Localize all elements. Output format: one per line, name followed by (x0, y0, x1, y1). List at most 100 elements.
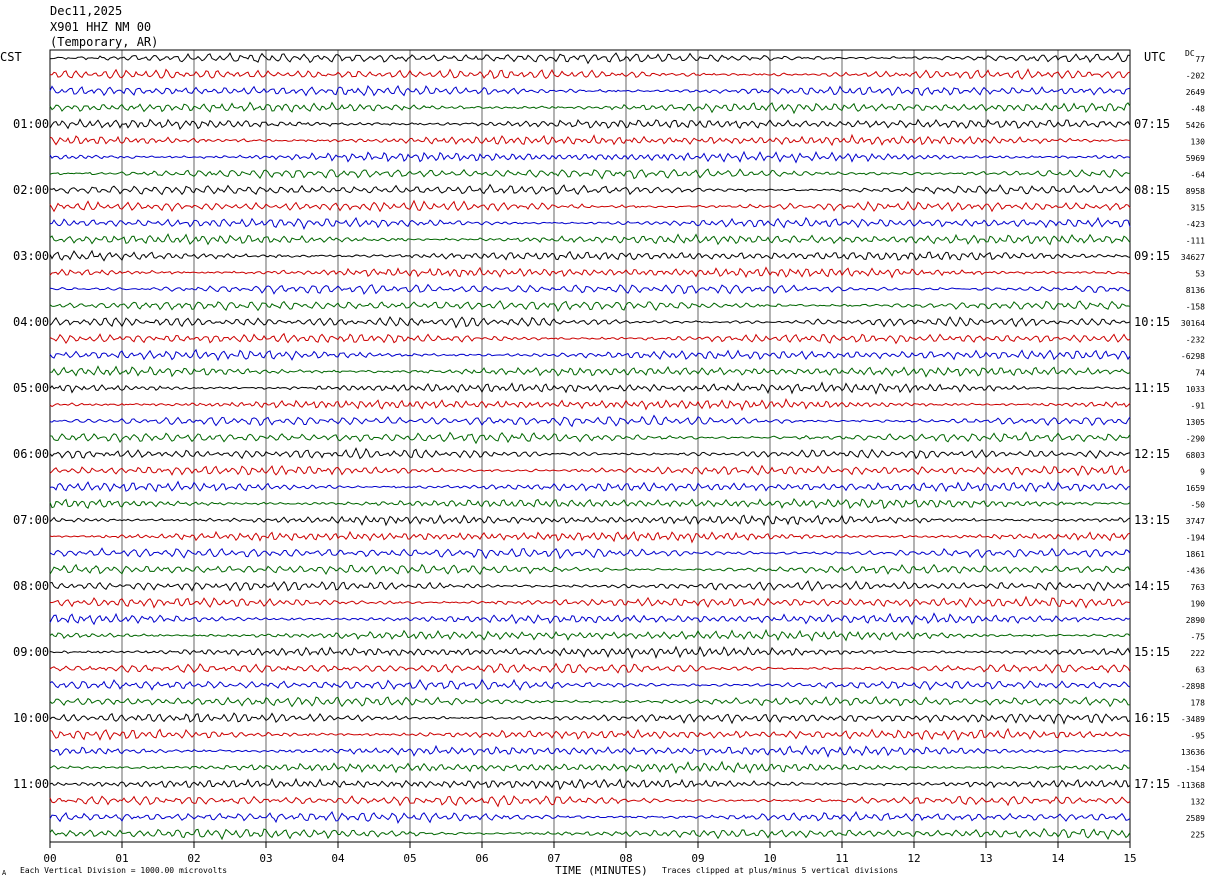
trace-2 (49, 68, 1131, 80)
trace-14 (49, 266, 1131, 279)
x-tick-label: 09 (691, 852, 704, 865)
utc-hour-label: 12:15 (1134, 447, 1170, 461)
trace-9 (49, 183, 1131, 196)
right-hour-labels: 07:15 08:15 09:15 10:15 11:15 12:15 13:15 14:15… (1134, 117, 1170, 791)
dc-offset-label: -436 (1186, 567, 1205, 576)
trace-23 (49, 414, 1131, 428)
x-tick-label: 08 (619, 852, 632, 865)
cst-hour-label: 10:00 (13, 711, 49, 725)
dc-offset-label: 13636 (1181, 748, 1205, 757)
trace-10 (49, 199, 1131, 213)
dc-offset-label: 2589 (1186, 814, 1205, 823)
trace-7 (49, 150, 1131, 164)
dc-offset-labels: 77 -202 2649 -48 5426 130 5969 -64 8958 315 -423 -1… (1176, 55, 1205, 840)
trace-group (49, 51, 1131, 841)
right-axis-label: UTC (1144, 50, 1166, 64)
cst-hour-label: 02:00 (13, 183, 49, 197)
header-location: (Temporary, AR) (50, 35, 159, 49)
x-axis-ticks: 00 01 02 03 04 05 06 07 08 09 10 11 12 13 14 15 (43, 842, 1137, 865)
x-tick-label: 05 (403, 852, 416, 865)
dc-offset-label: 34627 (1181, 253, 1205, 262)
trace-38 (49, 662, 1131, 674)
dc-offset-label: 1861 (1186, 550, 1205, 559)
trace-21 (49, 381, 1131, 395)
dc-offset-label: 222 (1191, 649, 1206, 658)
x-tick-label: 12 (907, 852, 920, 865)
utc-hour-label: 16:15 (1134, 711, 1170, 725)
trace-47 (49, 811, 1131, 825)
utc-hour-label: 14:15 (1134, 579, 1170, 593)
dc-offset-label: 130 (1191, 138, 1206, 147)
trace-5 (49, 118, 1131, 131)
cst-hour-label: 08:00 (13, 579, 49, 593)
x-tick-label: 10 (763, 852, 776, 865)
dc-offset-label: -290 (1186, 435, 1205, 444)
trace-43 (49, 744, 1131, 758)
trace-44 (49, 760, 1131, 774)
dc-offset-label: -423 (1186, 220, 1205, 229)
trace-1 (49, 51, 1131, 65)
dc-offset-label: 763 (1191, 583, 1206, 592)
dc-offset-label: 315 (1191, 204, 1206, 213)
dc-offset-label: 5969 (1186, 154, 1205, 163)
dc-offset-label: 8136 (1186, 286, 1205, 295)
x-tick-label: 00 (43, 852, 56, 865)
dc-offset-label: 2890 (1186, 616, 1205, 625)
x-tick-label: 11 (835, 852, 848, 865)
dc-offset-label: -158 (1186, 303, 1205, 312)
dc-offset-label: -111 (1186, 237, 1205, 246)
trace-15 (49, 283, 1131, 295)
dc-offset-label: -232 (1186, 336, 1205, 345)
dc-offset-label: 77 (1195, 55, 1205, 64)
dc-offset-label: 30164 (1181, 319, 1205, 328)
corner-mark: A (2, 869, 7, 877)
dc-offset-label: -48 (1191, 105, 1206, 114)
dc-offset-label: 74 (1195, 369, 1205, 378)
x-tick-label: 03 (259, 852, 272, 865)
trace-11 (49, 216, 1131, 231)
utc-hour-label: 11:15 (1134, 381, 1170, 395)
dc-offset-label: -3489 (1181, 715, 1205, 724)
dc-offset-label: 2649 (1186, 88, 1205, 97)
dc-offset-label: -202 (1186, 72, 1205, 81)
trace-25 (49, 447, 1131, 460)
trace-30 (49, 530, 1131, 544)
dc-offset-label: 178 (1191, 699, 1206, 708)
header-date: Dec11,2025 (50, 4, 123, 18)
dc-offset-label: 63 (1195, 666, 1205, 675)
dc-offset-label: -6298 (1181, 352, 1205, 361)
clip-note: Traces clipped at plus/minus 5 vertical … (662, 866, 899, 875)
x-tick-label: 01 (115, 852, 128, 865)
dc-offset-label: -91 (1191, 402, 1206, 411)
dc-offset-label: 5426 (1186, 121, 1205, 130)
dc-offset-label: -64 (1191, 171, 1206, 180)
dc-offset-label: 8958 (1186, 187, 1205, 196)
x-axis-label: TIME (MINUTES) (555, 864, 648, 877)
dc-offset-label: -2898 (1181, 682, 1205, 691)
trace-17 (49, 315, 1131, 329)
trace-26 (49, 464, 1131, 477)
dc-offset-label: -11368 (1176, 781, 1205, 790)
scale-note: Each Vertical Division = 1000.00 microvo… (20, 866, 228, 875)
trace-41 (49, 712, 1131, 725)
x-tick-label: 07 (547, 852, 560, 865)
x-tick-label: 04 (331, 852, 345, 865)
dc-offset-label: 190 (1191, 600, 1206, 609)
x-tick-label: 15 (1123, 852, 1136, 865)
dc-offset-label: -50 (1191, 501, 1206, 510)
cst-hour-label: 06:00 (13, 447, 49, 461)
dc-offset-label: 1033 (1186, 385, 1205, 394)
trace-37 (49, 645, 1131, 660)
trace-32 (49, 563, 1131, 576)
dc-offset-label: -194 (1186, 534, 1205, 543)
x-tick-label: 14 (1051, 852, 1065, 865)
utc-hour-label: 17:15 (1134, 777, 1170, 791)
utc-hour-label: 08:15 (1134, 183, 1170, 197)
cst-hour-label: 05:00 (13, 381, 49, 395)
trace-4 (49, 101, 1131, 115)
utc-hour-label: 09:15 (1134, 249, 1170, 263)
trace-18 (49, 332, 1131, 345)
trace-28 (49, 497, 1131, 510)
trace-48 (49, 827, 1131, 841)
